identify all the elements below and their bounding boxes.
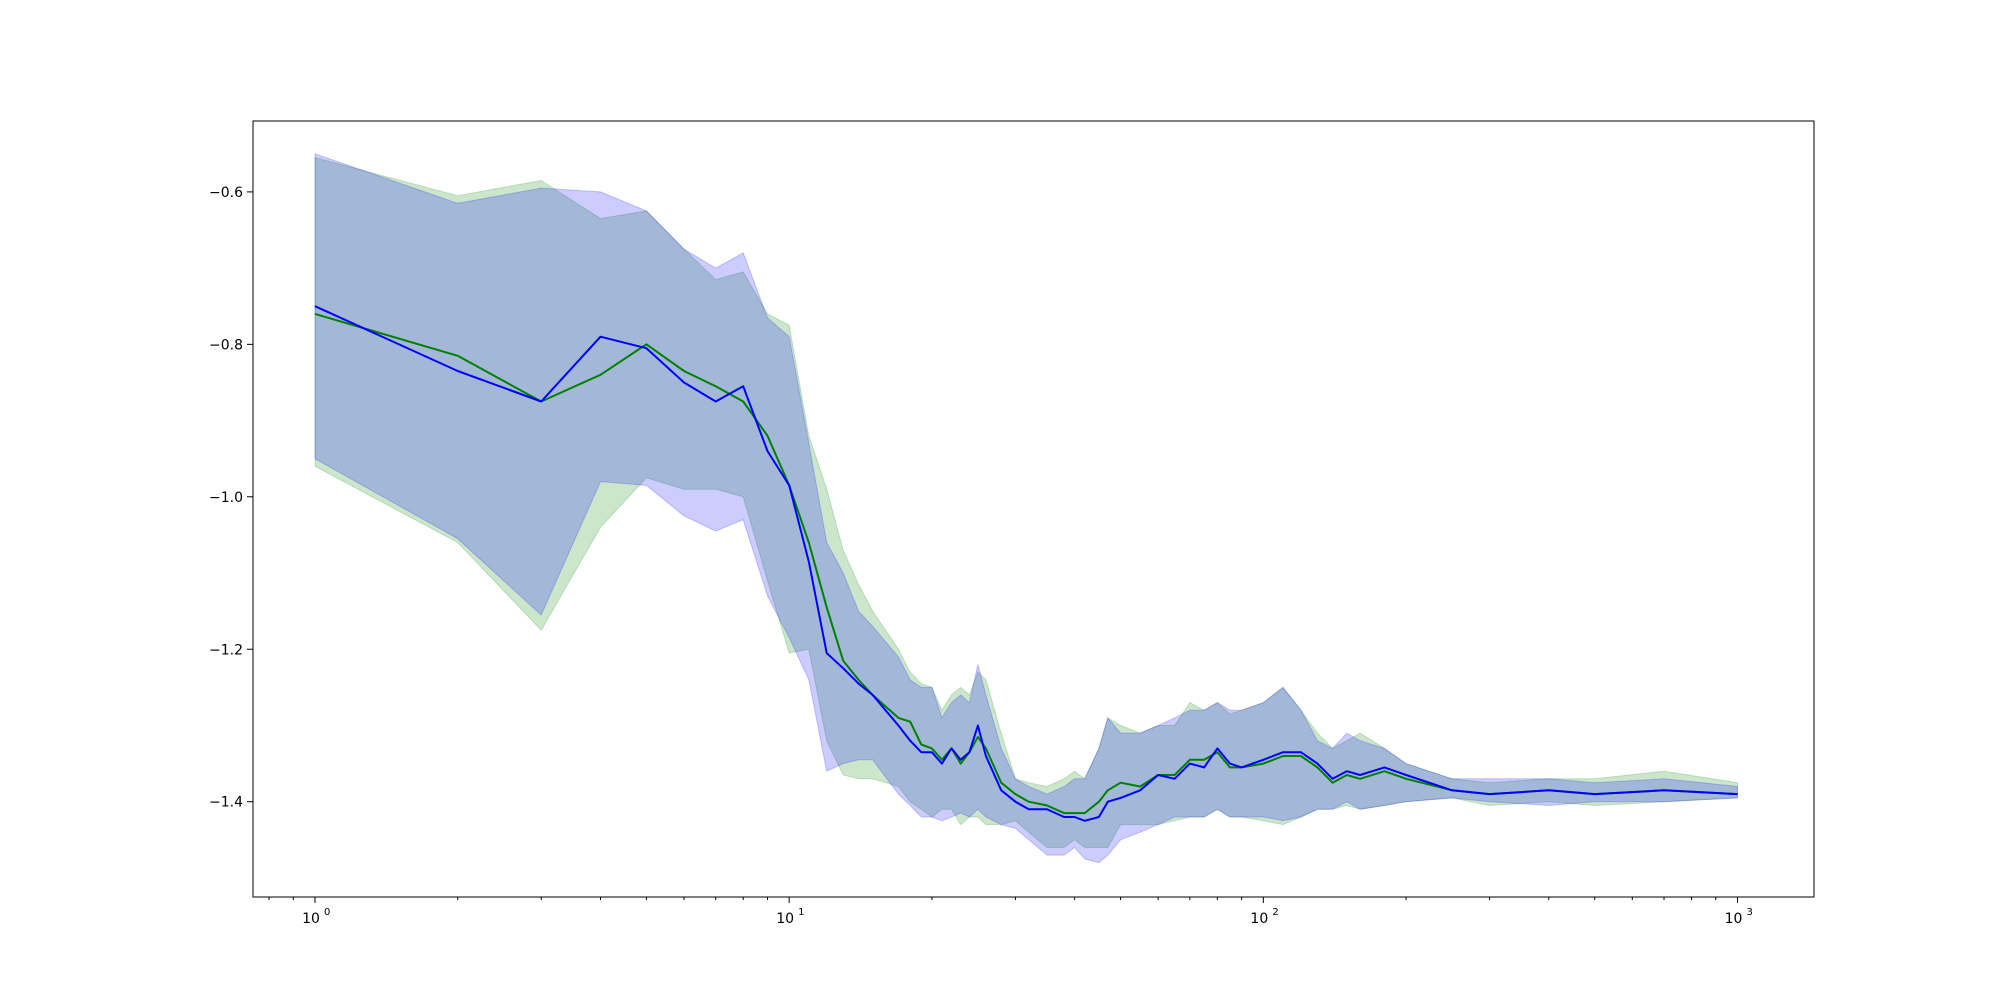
y-tick-label: −1.4 — [209, 795, 243, 811]
y-axis: −0.6 −0.8 −1.0 −1.2 −1.4 — [209, 185, 253, 811]
x-tick-label: 10 — [302, 911, 320, 927]
x-axis: 10 0 10 1 10 2 10 3 — [268, 897, 1753, 927]
x-tick-exponent: 2 — [1272, 907, 1278, 918]
series-lines — [314, 305, 1738, 822]
y-tick-label: −0.6 — [209, 185, 243, 201]
x-tick-exponent: 0 — [324, 907, 330, 918]
series-line-2 — [314, 305, 1738, 822]
y-tick-label: −1.2 — [209, 642, 243, 658]
confidence-band-1 — [314, 156, 1738, 848]
x-tick-exponent: 1 — [798, 907, 804, 918]
x-tick-label: 10 — [1725, 911, 1743, 927]
x-tick-label: 10 — [776, 911, 794, 927]
x-tick-exponent: 3 — [1746, 907, 1752, 918]
series-line-1 — [314, 312, 1738, 815]
plot-frame — [252, 120, 1815, 898]
y-tick-label: −1.0 — [209, 490, 243, 506]
confidence-bands — [314, 153, 1738, 864]
x-tick-label: 10 — [1250, 911, 1268, 927]
y-tick-label: −0.8 — [209, 337, 243, 353]
confidence-band-2 — [314, 153, 1738, 864]
